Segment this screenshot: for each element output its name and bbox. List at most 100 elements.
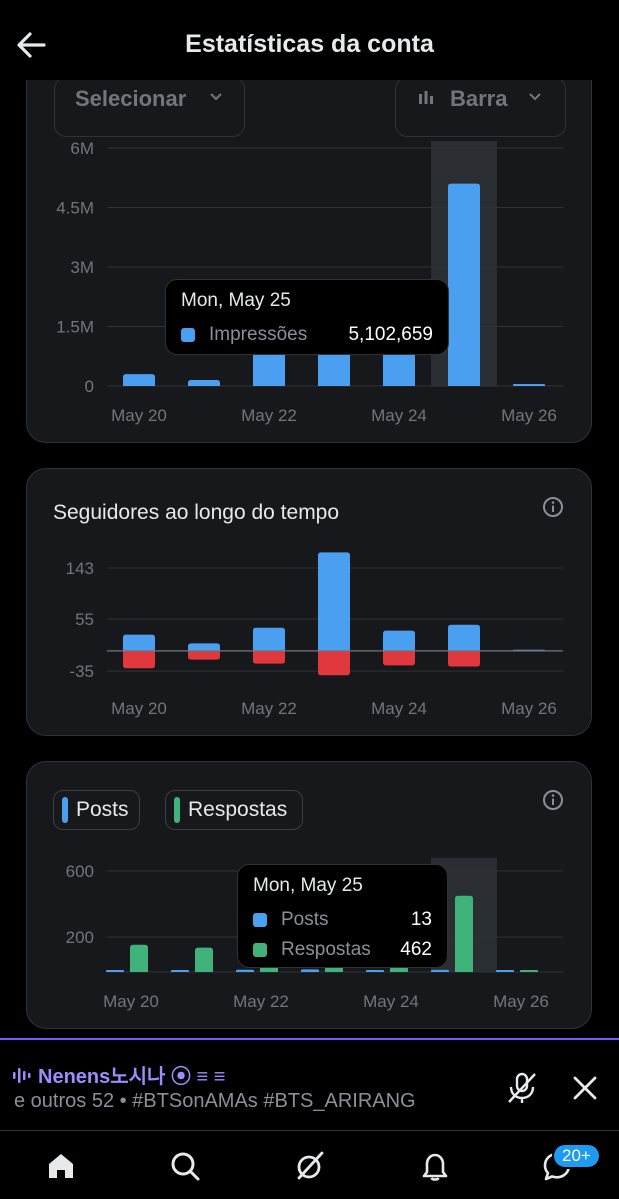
space-host: Nenens노시나 ⦿ ≡ ≡ (12, 1060, 225, 1089)
page-title: Estatísticas da conta (185, 30, 434, 58)
select-label: Selecionar (75, 86, 187, 111)
y-tick-label: 3M (70, 258, 94, 277)
x-tick-label: May 24 (371, 699, 427, 718)
x-tick-label: May 20 (103, 992, 159, 1011)
replies-swatch (253, 943, 267, 957)
back-arrow-icon[interactable] (14, 28, 48, 62)
y-tick-label: 6M (70, 139, 94, 158)
notifications-icon[interactable] (419, 1150, 451, 1182)
legend-replies-label: Respostas (188, 798, 288, 821)
x-tick-label: May 26 (501, 699, 557, 718)
impressions-tooltip: Mon, May 25 Impressões 5,102,659 (165, 279, 449, 355)
chevron-down-icon (529, 93, 541, 101)
bottom-nav: 20+ (0, 1130, 619, 1199)
posts-card: Posts Respostas 600 200 May 20 May 22 May 24… (26, 761, 592, 1029)
followers-card: Seguidores ao longo do tempo 143 55 -35 May… (26, 468, 592, 736)
impressions-bar (513, 384, 545, 386)
legend-posts-toggle[interactable]: Posts (53, 790, 140, 830)
close-icon[interactable] (567, 1070, 603, 1106)
posts-bar (496, 970, 514, 972)
top-bar: Estatísticas da conta (0, 0, 619, 80)
x-tick-label: May 20 (111, 699, 167, 718)
replies-bar (520, 970, 538, 972)
followers-loss-bar (318, 650, 350, 676)
tooltip-date: Mon, May 25 (253, 875, 363, 896)
y-tick-label: 0 (85, 377, 94, 396)
legend-replies-toggle[interactable]: Respostas (165, 790, 303, 830)
x-tick-label: May 24 (363, 992, 419, 1011)
tooltip-row: Impressões 5,102,659 (181, 322, 433, 348)
y-tick-label: 200 (66, 928, 94, 947)
grok-icon[interactable] (294, 1150, 326, 1182)
legend-posts-label: Posts (76, 798, 129, 821)
spaces-bar[interactable]: Nenens노시나 ⦿ ≡ ≡ e outros 52 • #BTSonAMAs… (0, 1038, 619, 1130)
posts-bar (236, 969, 254, 972)
bar-chart-icon (419, 91, 433, 104)
tooltip-label: Impressões (209, 324, 308, 345)
replies-bar (195, 947, 213, 972)
replies-bar (390, 967, 408, 972)
x-tick-label: May 22 (241, 406, 297, 425)
info-icon[interactable] (542, 789, 564, 811)
y-tick-label: 1.5M (56, 318, 94, 337)
followers-card-title: Seguidores ao longo do tempo (53, 501, 340, 524)
info-icon[interactable] (542, 496, 564, 518)
chevron-down-icon (210, 93, 222, 101)
x-tick-label: May 22 (241, 699, 297, 718)
y-tick-label: 55 (75, 610, 94, 629)
tooltip-replies-row: Respostas 462 (253, 937, 432, 963)
x-tick-label: May 26 (501, 406, 557, 425)
mic-off-icon[interactable] (504, 1070, 540, 1106)
y-tick-label: -35 (69, 662, 94, 681)
space-host-name: Nenens노시나 ⦿ ≡ ≡ (38, 1066, 226, 1088)
followers-gain-bar (383, 630, 415, 651)
posts-bar (301, 969, 319, 972)
impressions-card: Selecionar Barra 6M 4.5M 3M 1.5M 0 May 20 May … (26, 30, 592, 443)
tooltip-value: 5,102,659 (348, 324, 433, 345)
y-tick-label: 4.5M (56, 199, 94, 218)
replies-bar (455, 895, 473, 972)
search-icon[interactable] (169, 1150, 201, 1182)
posts-swatch (253, 913, 267, 927)
tooltip-posts-row: Posts 13 (253, 907, 432, 933)
followers-bar-chart: 143 55 -35 May 20 May 22 May 24 May 26 (66, 552, 563, 718)
posts-swatch (62, 797, 68, 823)
followers-gain-bar (253, 627, 285, 651)
posts-tooltip: Mon, May 25 Posts 13 Respostas 462 (237, 864, 448, 968)
followers-loss-bar (383, 650, 415, 666)
tooltip-posts-label: Posts (281, 909, 329, 930)
replies-swatch (174, 797, 180, 823)
followers-loss-bar (253, 650, 285, 664)
replies-bar (130, 944, 148, 972)
impressions-bar (123, 374, 155, 386)
tooltip-date: Mon, May 25 (181, 290, 291, 311)
messages-badge: 20+ (552, 1143, 601, 1169)
posts-bar (171, 970, 189, 972)
posts-bar (431, 969, 449, 972)
x-tick-label: May 26 (493, 992, 549, 1011)
y-tick-label: 600 (66, 862, 94, 881)
impressions-bar-chart: 6M 4.5M 3M 1.5M 0 May 20 May 22 May 24 May 26 (56, 139, 563, 425)
impressions-swatch (181, 328, 195, 342)
followers-gain-bar (318, 552, 350, 651)
followers-loss-bar (123, 650, 155, 669)
followers-loss-bar (448, 650, 480, 667)
impressions-bar (448, 183, 480, 386)
posts-bar (106, 970, 124, 972)
chart-type-label: Barra (450, 86, 508, 111)
x-tick-label: May 20 (111, 406, 167, 425)
followers-gain-bar (123, 634, 155, 651)
x-tick-label: May 24 (371, 406, 427, 425)
audio-wave-icon (13, 1067, 31, 1083)
followers-gain-bar (188, 643, 220, 651)
followers-loss-bar (188, 650, 220, 660)
tooltip-replies-value: 462 (400, 939, 432, 960)
posts-bar (366, 970, 384, 972)
x-tick-label: May 22 (233, 992, 289, 1011)
space-subtitle: e outros 52 • #BTSonAMAs #BTS_ARIRANG (14, 1090, 416, 1112)
impressions-bar (188, 380, 220, 386)
followers-gain-bar (448, 624, 480, 651)
tooltip-replies-label: Respostas (281, 939, 371, 960)
home-icon[interactable] (45, 1150, 77, 1182)
y-tick-label: 143 (66, 559, 94, 578)
